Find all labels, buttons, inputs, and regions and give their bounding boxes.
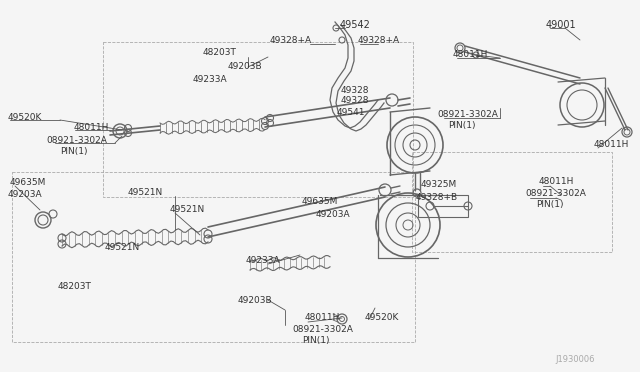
- Text: 49520K: 49520K: [365, 313, 399, 322]
- Text: 49541: 49541: [337, 108, 365, 117]
- Text: 08921-3302A: 08921-3302A: [437, 110, 498, 119]
- Text: 49521N: 49521N: [128, 188, 163, 197]
- Text: 08921-3302A: 08921-3302A: [292, 325, 353, 334]
- Text: 49203B: 49203B: [228, 62, 262, 71]
- Text: 48011H: 48011H: [539, 177, 574, 186]
- Text: 49635M: 49635M: [10, 178, 46, 187]
- Text: 48011H: 48011H: [305, 313, 340, 322]
- Text: 49521N: 49521N: [105, 243, 140, 252]
- Bar: [412, 152, 612, 252]
- Bar: [12, 172, 415, 342]
- Text: PIN(1): PIN(1): [536, 200, 563, 209]
- Text: 49328+A: 49328+A: [270, 36, 312, 45]
- Text: 49233A: 49233A: [246, 256, 280, 265]
- Text: 48203T: 48203T: [203, 48, 237, 57]
- Text: PIN(1): PIN(1): [448, 121, 476, 130]
- Text: 48011H: 48011H: [594, 140, 629, 149]
- Text: 49328: 49328: [341, 86, 369, 95]
- Text: 49328+A: 49328+A: [358, 36, 400, 45]
- Text: 08921-3302A: 08921-3302A: [525, 189, 586, 198]
- Text: 49520K: 49520K: [8, 113, 42, 122]
- Text: 49001: 49001: [546, 20, 577, 30]
- Text: PIN(1): PIN(1): [302, 336, 330, 345]
- Bar: [103, 42, 413, 197]
- Text: 08921-3302A: 08921-3302A: [46, 136, 107, 145]
- Text: 49203B: 49203B: [238, 296, 273, 305]
- Text: 48203T: 48203T: [58, 282, 92, 291]
- Text: 48011H: 48011H: [453, 50, 488, 59]
- Text: 49325M: 49325M: [421, 180, 457, 189]
- Text: 49233A: 49233A: [193, 75, 228, 84]
- Text: J1930006: J1930006: [555, 355, 595, 364]
- Text: 49328: 49328: [341, 96, 369, 105]
- Text: 49521N: 49521N: [170, 205, 205, 214]
- Text: 48011H: 48011H: [74, 123, 109, 132]
- Bar: [418, 195, 468, 217]
- Text: 49635M: 49635M: [302, 197, 339, 206]
- Text: 49542: 49542: [340, 20, 371, 30]
- Text: PIN(1): PIN(1): [60, 147, 88, 156]
- Text: 49328+B: 49328+B: [416, 193, 458, 202]
- Text: 49203A: 49203A: [8, 190, 43, 199]
- Text: 49203A: 49203A: [316, 210, 351, 219]
